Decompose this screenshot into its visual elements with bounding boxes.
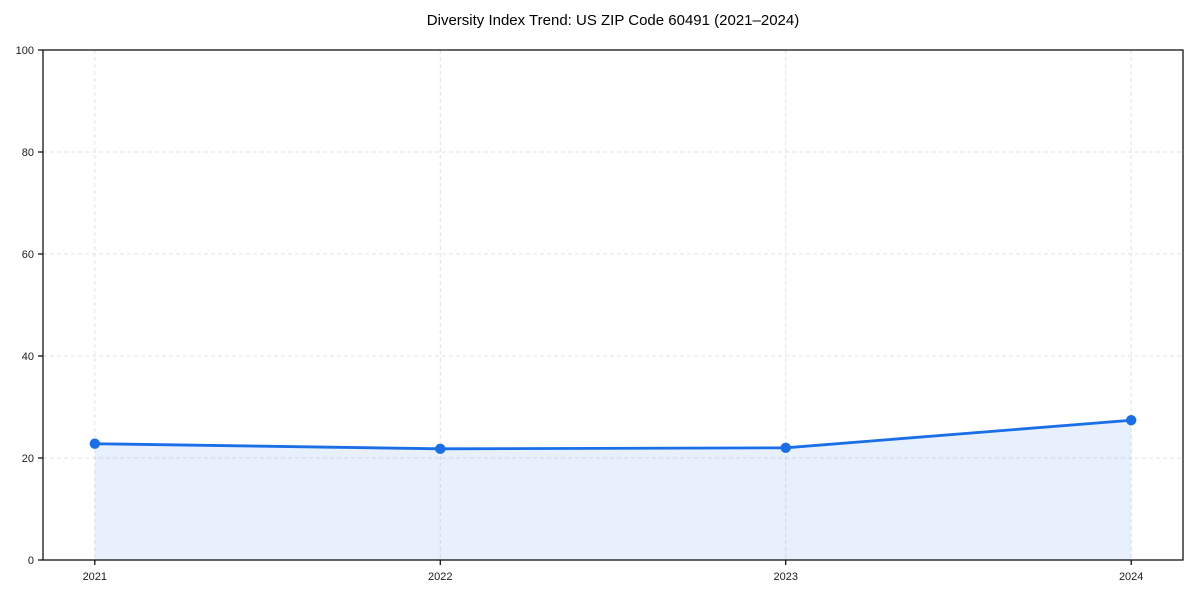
x-tick-label: 2023 <box>773 571 797 583</box>
chart-title: Diversity Index Trend: US ZIP Code 60491… <box>426 12 800 29</box>
plot-border <box>42 49 1184 561</box>
trend-line <box>93 418 1133 451</box>
y-tick-label: 100 <box>16 45 34 57</box>
y-tick-label: 20 <box>22 453 34 465</box>
x-tick-label: 2021 <box>83 571 107 583</box>
x-tick-label: 2024 <box>1119 571 1143 583</box>
data-point-2021 <box>89 438 101 449</box>
y-tick-label: 80 <box>22 147 34 159</box>
area-fill <box>94 420 1132 560</box>
data-point-2022 <box>435 443 446 455</box>
x-tick-label: 2022 <box>428 571 452 583</box>
data-point-2024 <box>1125 415 1137 426</box>
y-tick-label: 60 <box>22 249 34 261</box>
data-point-2023 <box>780 442 791 453</box>
y-tick-label: 0 <box>28 555 34 567</box>
y-tick-label: 40 <box>22 351 34 363</box>
